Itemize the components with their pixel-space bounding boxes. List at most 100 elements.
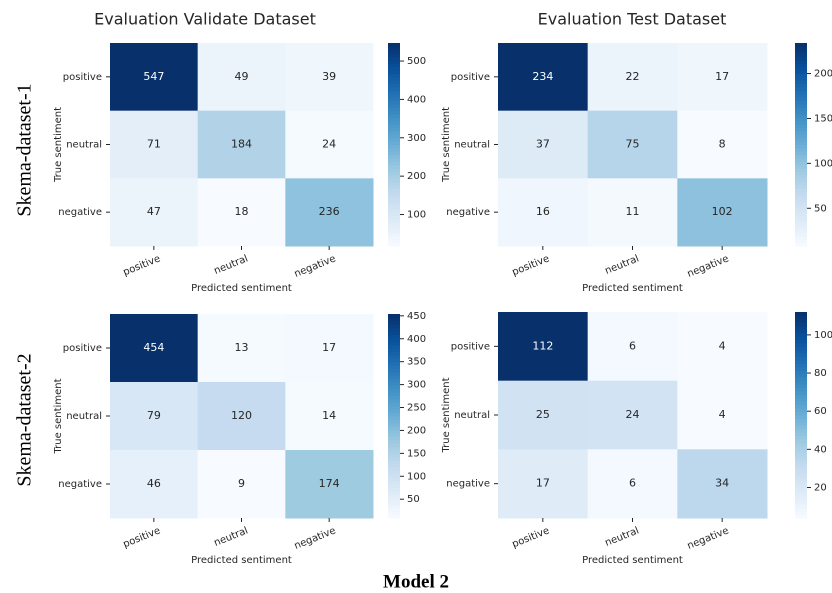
cell-label: 14: [322, 409, 336, 422]
cell-label: 112: [532, 339, 553, 352]
heatmap-cell: [677, 110, 768, 179]
colorbar-segment: [795, 329, 807, 334]
colorbar-tick-label: 40: [814, 444, 827, 455]
colorbar-segment: [388, 436, 400, 441]
cell-label: 174: [319, 477, 340, 490]
colorbar-segment: [388, 229, 400, 233]
colorbar-segment: [795, 53, 807, 58]
colorbar-segment: [388, 103, 400, 108]
colorbar-segment: [795, 339, 807, 344]
colorbar-segment: [388, 66, 400, 71]
colorbar-segment: [795, 137, 807, 142]
heatmap-cell: [285, 382, 374, 451]
colorbar-segment: [388, 205, 400, 210]
colorbar-segment: [388, 127, 400, 132]
colorbar-segment: [388, 497, 400, 502]
colorbar-segment: [388, 467, 400, 471]
colorbar-segment: [795, 141, 807, 145]
colorbar-segment: [795, 469, 807, 474]
colorbar-segment: [795, 107, 807, 112]
cell-label: 37: [536, 138, 550, 151]
colorbar-segment: [388, 375, 400, 380]
colorbar-segment: [388, 218, 400, 223]
heatmap-cell: [498, 380, 589, 450]
cell-label: 39: [322, 70, 336, 83]
colorbar-segment: [795, 411, 807, 416]
colorbar-tick-label: 200: [407, 171, 426, 182]
heatmap-cell: [498, 449, 589, 519]
row-title: Skema-dataset-1: [14, 83, 36, 216]
colorbar-segment: [795, 493, 807, 498]
colorbar-segment: [388, 198, 400, 203]
colorbar-segment: [388, 368, 400, 373]
colorbar-segment: [388, 144, 400, 149]
colorbar-segment: [795, 205, 807, 210]
colorbar-segment: [388, 443, 400, 448]
heatmap-cell: [197, 382, 286, 451]
colorbar-segment: [388, 208, 400, 213]
colorbar-segment: [795, 76, 807, 81]
colorbar-tick-label: 50: [814, 203, 827, 214]
colorbar-segment: [795, 225, 807, 230]
x-axis-label: Predicted sentiment: [582, 555, 683, 566]
heatmap-cell: [285, 110, 374, 179]
colorbar-segment: [795, 161, 807, 166]
colorbar-segment: [388, 90, 400, 95]
colorbar-segment: [388, 490, 400, 495]
colorbar-segment: [388, 324, 400, 329]
colorbar-segment: [795, 418, 807, 423]
colorbar-segment: [388, 161, 400, 166]
colorbar-segment: [795, 97, 807, 102]
colorbar-segment: [795, 456, 807, 461]
colorbar-segment: [795, 222, 807, 227]
colorbar-segment: [388, 361, 400, 366]
heatmap-cell: [197, 314, 286, 383]
colorbar-segment: [795, 144, 807, 149]
heatmap-cell: [677, 43, 768, 112]
heatmap-cell: [498, 110, 589, 179]
colorbar-segment: [795, 445, 807, 450]
colorbar-segment: [388, 477, 400, 482]
colorbar-segment: [388, 463, 400, 468]
colorbar-segment: [795, 208, 807, 213]
colorbar-segment: [795, 428, 807, 433]
colorbar-segment: [388, 504, 400, 509]
colorbar-tick-label: 300: [407, 380, 426, 391]
colorbar-segment: [795, 124, 807, 129]
colorbar-segment: [795, 171, 807, 176]
colorbar-segment: [795, 134, 807, 139]
colorbar-segment: [795, 229, 807, 233]
colorbar-segment: [388, 212, 400, 217]
colorbar-segment: [388, 412, 400, 417]
colorbar-segment: [795, 449, 807, 454]
colorbar-segment: [795, 425, 807, 430]
cell-label: 75: [626, 138, 640, 151]
colorbar-tick-label: 450: [407, 311, 426, 322]
cell-label: 6: [629, 477, 636, 490]
x-tick-label: positive: [511, 525, 551, 550]
colorbar-segment: [388, 164, 400, 169]
colorbar-segment: [795, 332, 807, 337]
colorbar-tick-label: 300: [407, 133, 426, 144]
colorbar-segment: [388, 392, 400, 397]
colorbar-segment: [388, 93, 400, 98]
colorbar-segment: [795, 325, 807, 330]
colorbar-segment: [795, 46, 807, 51]
colorbar-tick-label: 60: [814, 406, 827, 417]
y-axis-label: True sentiment: [53, 107, 64, 183]
column-title: Evaluation Validate Dataset: [94, 10, 316, 29]
colorbar-segment: [795, 56, 807, 61]
cell-label: 79: [147, 409, 161, 422]
cell-label: 102: [712, 205, 733, 218]
heatmap-cell: [110, 43, 199, 112]
colorbar-segment: [795, 86, 807, 91]
colorbar-segment: [795, 59, 807, 64]
x-tick-label: neutral: [212, 525, 249, 549]
heatmap-cell: [587, 449, 678, 519]
colorbar-segment: [795, 490, 807, 495]
colorbar-tick-label: 500: [407, 56, 426, 67]
colorbar-segment: [388, 137, 400, 142]
cell-label: 9: [238, 477, 245, 490]
heatmap-cell: [197, 450, 286, 519]
colorbar-segment: [388, 185, 400, 189]
